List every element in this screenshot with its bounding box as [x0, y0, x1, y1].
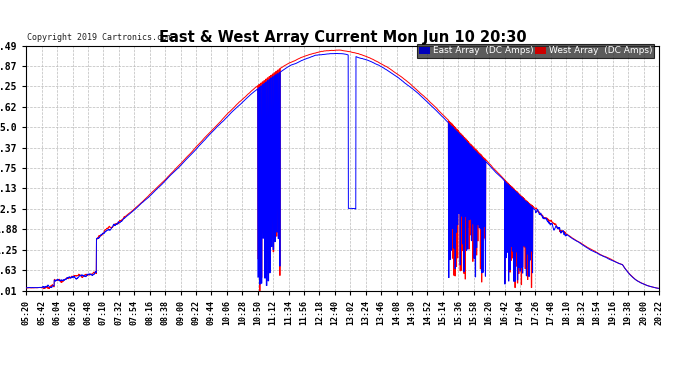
Title: East & West Array Current Mon Jun 10 20:30: East & West Array Current Mon Jun 10 20:…	[159, 30, 526, 45]
Text: Copyright 2019 Cartronics.com: Copyright 2019 Cartronics.com	[28, 33, 172, 42]
Legend: East Array  (DC Amps), West Array  (DC Amps): East Array (DC Amps), West Array (DC Amp…	[417, 44, 654, 58]
